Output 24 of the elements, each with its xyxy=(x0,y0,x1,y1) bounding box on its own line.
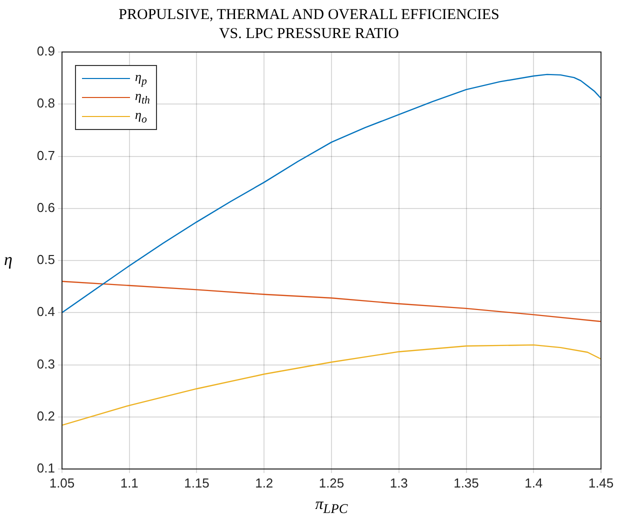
y-tick-label: 0.7 xyxy=(36,148,55,163)
x-tick-label: 1.2 xyxy=(255,475,274,490)
x-axis-title: π$_{LPC}$ xyxy=(314,496,349,518)
x-tick-label: 1.05 xyxy=(49,475,75,490)
y-tick-label: 0.5 xyxy=(36,252,55,268)
y-tick-label: 0.1 xyxy=(36,460,55,476)
x-tick-label: 1.3 xyxy=(390,475,408,490)
x-tick-label: 1.1 xyxy=(120,475,138,490)
x-tick-label: 1.4 xyxy=(524,475,543,490)
legend-label: η$_{th}$ xyxy=(135,88,150,107)
y-tick-label: 0.9 xyxy=(36,44,55,59)
x-tick-label: 1.25 xyxy=(318,475,344,490)
y-tick-label: 0.4 xyxy=(36,304,55,320)
y-tick-label: 0.2 xyxy=(36,408,55,424)
y-tick-label: 0.8 xyxy=(36,96,55,111)
y-tick-label: 0.6 xyxy=(36,200,55,215)
y-axis-title: η xyxy=(4,250,12,270)
legend-label: η$_{p}$ xyxy=(135,69,147,88)
chart-title: PROPULSIVE, THERMAL AND OVERALL EFFICIENCIES VS. LPC PRESSURE RATIO xyxy=(118,6,500,44)
x-tick-label: 1.35 xyxy=(454,475,479,490)
y-tick-label: 0.3 xyxy=(36,356,55,372)
legend-label: η$_{o}$ xyxy=(135,107,147,126)
x-tick-label: 1.15 xyxy=(184,475,210,490)
x-tick-label: 1.45 xyxy=(588,475,614,490)
